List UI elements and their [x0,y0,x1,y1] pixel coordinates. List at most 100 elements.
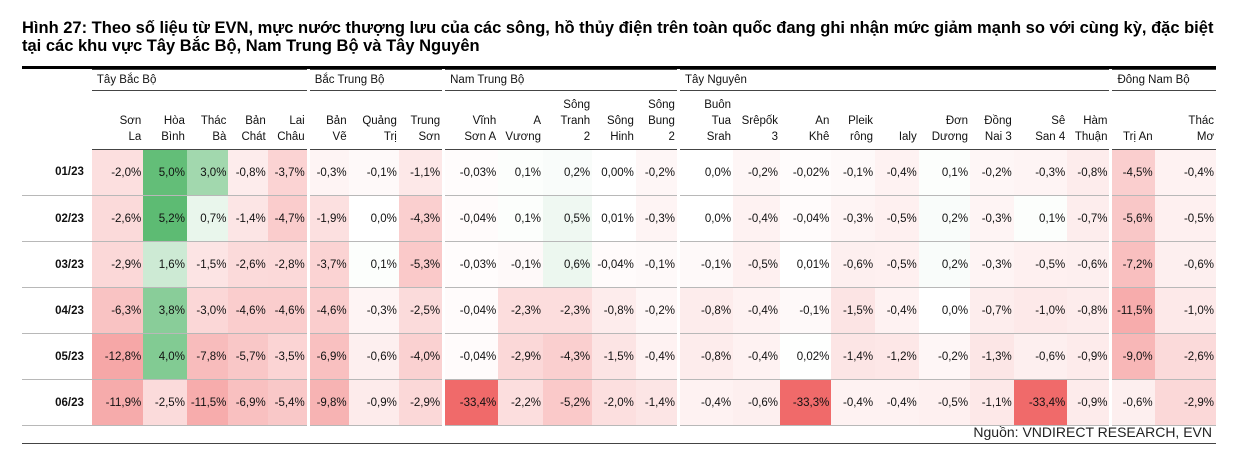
table-row: 03/23 -2,9% 1,6% -1,5% -2,6% -2,8% -3,7% 0,1% -5… [22,241,1216,288]
value-cell: -0,8% [676,287,734,334]
value-cell: -2,0% [592,379,636,426]
value-cell: -0,1% [676,241,734,288]
value-cell: -0,3% [831,195,876,242]
column-header: Lai Châu [267,90,309,150]
value-cell: -1,5% [831,287,876,334]
table-row: 04/23 -6,3% 3,8% -3,0% -4,6% -4,6% -4,6% -0,3% -… [22,287,1216,334]
value-cell: 0,5% [543,195,593,242]
value-cell: -5,6% [1109,195,1155,242]
bottom-rule [22,443,1216,444]
value-cell: -1,1% [970,379,1014,426]
value-cell: -2,6% [91,195,144,242]
value-cell: -2,6% [1154,333,1216,380]
value-cell: -1,4% [228,195,268,242]
value-cell: -0,04% [442,195,499,242]
value-cell: -0,4% [733,333,781,380]
group-header: Tây Bắc Bộ [91,69,309,91]
column-header: Trị An [1109,90,1155,150]
value-cell: 0,01% [780,241,832,288]
value-cell: -0,2% [918,333,971,380]
value-cell: -0,4% [1154,149,1216,196]
value-cell: -0,1% [498,241,544,288]
value-cell: -0,2% [635,149,679,196]
month-label: 03/23 [55,258,84,271]
figure-title: Hình 27: Theo số liệu từ EVN, mực nước t… [22,19,1214,55]
value-cell: 0,01% [592,195,636,242]
month-label: 06/23 [55,396,84,409]
value-cell: -1,1% [398,149,444,196]
value-cell: -0,3% [635,195,679,242]
value-cell: -2,3% [498,287,544,334]
value-cell: -1,0% [1013,287,1068,334]
value-cell: -0,5% [875,195,919,242]
value-cell: -0,1% [831,149,876,196]
value-cell: -0,9% [1067,379,1111,426]
value-cell: -0,04% [442,287,499,334]
value-cell: -0,03% [442,241,499,288]
value-cell: -0,3% [306,149,349,196]
value-cell: -0,3% [348,287,399,334]
value-cell: -0,4% [831,379,876,426]
value-cell: 0,0% [918,287,971,334]
value-cell: -0,2% [635,287,679,334]
column-header: Hòa Bình [143,90,187,150]
value-cell: -0,03% [442,149,499,196]
corner-blank [22,70,92,91]
column-header: Bản Chát [228,90,268,150]
value-cell: -0,4% [875,379,919,426]
value-cell: 5,2% [143,195,187,242]
column-header: Sông Hinh [592,90,636,150]
value-cell: 3,8% [143,287,187,334]
value-cell: 0,7% [186,195,229,242]
column-header: Thác Bà [186,90,229,150]
value-cell: -2,5% [398,287,444,334]
value-cell: -0,6% [733,379,781,426]
value-cell: -1,0% [1154,287,1216,334]
column-header: A Vương [498,90,544,150]
value-cell: -33,4% [1013,379,1068,426]
value-cell: -5,2% [543,379,593,426]
top-rule [22,66,1216,69]
column-header: Sê San 4 [1013,90,1068,150]
value-cell: -7,2% [1109,241,1155,288]
column-header: Vĩnh Sơn A [442,90,499,150]
value-cell: -33,3% [780,379,832,426]
value-cell: 0,2% [918,241,971,288]
value-cell: -12,8% [91,333,144,380]
value-cell: -0,1% [780,287,832,334]
value-cell: -0,5% [875,241,919,288]
value-cell: 3,0% [186,149,229,196]
value-cell: 0,6% [543,241,593,288]
value-cell: -0,02% [780,149,832,196]
value-cell: -0,8% [228,149,268,196]
value-cell: -3,0% [186,287,229,334]
value-cell: -0,5% [733,241,781,288]
value-cell: -4,7% [267,195,309,242]
value-cell: -0,4% [676,379,734,426]
value-cell: 0,00% [592,149,636,196]
column-header: Quảng Trị [348,90,399,150]
value-cell: -2,3% [543,287,593,334]
value-cell: -0,8% [592,287,636,334]
value-cell: -2,9% [498,333,544,380]
value-cell: -6,9% [306,333,349,380]
group-header: Bắc Trung Bộ [306,69,444,91]
column-header: Đơn Dương [918,90,971,150]
value-cell: 0,02% [780,333,832,380]
value-cell: -0,4% [875,287,919,334]
column-header: An Khê [780,90,832,150]
group-header: Đông Nam Bộ [1109,69,1216,91]
value-cell: -0,8% [1067,149,1111,196]
value-cell: -0,2% [970,149,1014,196]
value-cell: 0,2% [543,149,593,196]
value-cell: -0,4% [733,287,781,334]
value-cell: -2,9% [398,379,444,426]
column-header: Sơn La [91,90,144,150]
month-label: 02/23 [55,212,84,225]
value-cell: -11,9% [91,379,144,426]
corner-blank [22,91,92,150]
table-body: 01/23 -2,0% 5,0% 3,0% -0,8% -3,7% -0,3% -0,1% -1… [22,149,1216,426]
value-cell: -0,6% [1013,333,1068,380]
value-cell: -0,04% [442,333,499,380]
value-cell: 4,0% [143,333,187,380]
